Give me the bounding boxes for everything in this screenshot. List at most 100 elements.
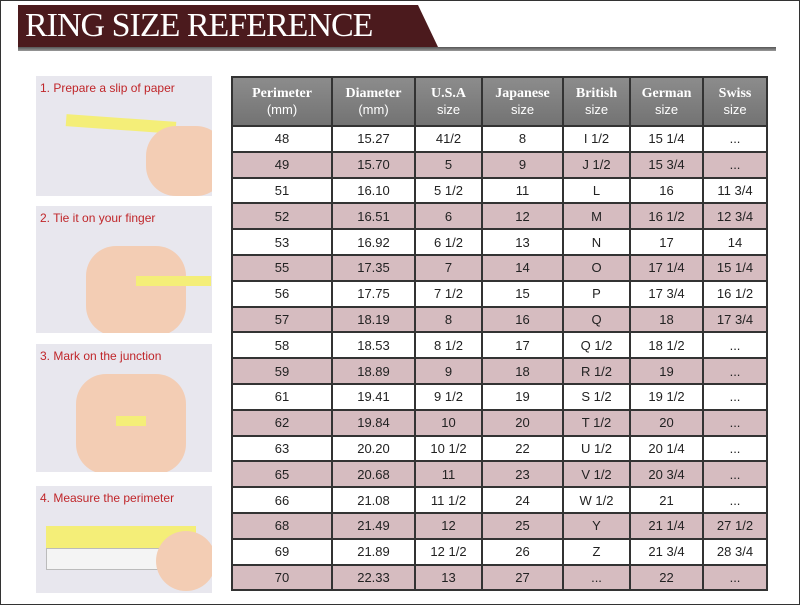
table-cell: 16 1/2	[702, 279, 768, 308]
table-cell: O	[562, 253, 631, 282]
table-cell: 27 1/2	[702, 511, 768, 540]
column-header: British size	[562, 76, 631, 127]
table-cell: 20.68	[331, 460, 416, 489]
table-cell: 15	[481, 279, 564, 308]
column-header: Perimeter (mm)	[231, 76, 333, 127]
table-cell: 18.19	[331, 305, 416, 334]
column-name: Diameter	[345, 85, 402, 101]
table-row: 66 21.08 11 1/2 24 W 1/2 21...	[231, 486, 768, 514]
table-row: 56 17.75 7 1/2 15 P 17 3/4 16 1/2	[231, 279, 768, 308]
table-cell: ...	[702, 150, 768, 179]
table-cell: 22.33	[331, 563, 416, 592]
table-cell: 21 1/4	[629, 511, 704, 540]
table-cell: ...	[702, 460, 768, 489]
table-cell: 6 1/2	[414, 228, 483, 256]
table-cell: 8	[414, 305, 483, 334]
step-3-panel: 3. Mark on the junction	[36, 344, 212, 472]
table-cell: 20.20	[331, 434, 416, 463]
table-cell: 17 3/4	[702, 305, 768, 334]
table-cell: 49	[231, 150, 333, 179]
table-cell: 21.89	[331, 537, 416, 566]
table-cell: 17 1/4	[629, 253, 704, 282]
table-cell: 69	[231, 537, 333, 566]
table-cell: 18.53	[331, 331, 416, 360]
table-row: 69 21.89 12 1/2 26 Z 21 3/4 28 3/4	[231, 537, 768, 566]
table-cell: 22	[629, 563, 704, 592]
table-cell: 21.08	[331, 486, 416, 514]
step-3-label: 3. Mark on the junction	[40, 349, 162, 363]
table-cell: 5	[414, 150, 483, 179]
table-cell: ...	[702, 563, 768, 592]
table-cell: 23	[481, 460, 564, 489]
column-unit: (mm)	[358, 101, 389, 117]
column-unit: (mm)	[266, 101, 298, 117]
table-row: 58 18.53 8 1/2 17 Q 1/2 18 1/2...	[231, 331, 768, 360]
table-row: 65 20.68 11 23 V 1/2 20 3/4...	[231, 460, 768, 489]
table-cell: 14	[481, 253, 564, 282]
table-cell: 12	[414, 511, 483, 540]
table-cell: 17 3/4	[629, 279, 704, 308]
title-divider	[18, 47, 776, 51]
table-cell: 66	[231, 486, 333, 514]
table-cell: 16.92	[331, 228, 416, 256]
column-header: German size	[629, 76, 704, 127]
table-cell: 65	[231, 460, 333, 489]
step-4-panel: 4. Measure the perimeter	[36, 486, 212, 593]
table-row: 63 20.20 10 1/2 22 U 1/2 20 1/4...	[231, 434, 768, 463]
table-cell: 11	[481, 176, 564, 205]
table-cell: 63	[231, 434, 333, 463]
table-cell: 19	[629, 357, 704, 385]
table-cell: 15 1/4	[629, 125, 704, 153]
table-row: 59 18.89 9 18 R 1/2 19...	[231, 357, 768, 385]
hand-image	[86, 246, 186, 333]
column-unit: size	[510, 101, 535, 117]
table-cell: ...	[702, 357, 768, 385]
table-row: 51 16.10 5 1/2 11 L 16 11 3/4	[231, 176, 768, 205]
table-cell: 59	[231, 357, 333, 385]
table-cell: 21 3/4	[629, 537, 704, 566]
column-name: German	[641, 85, 692, 101]
table-cell: 7	[414, 253, 483, 282]
table-cell: 12 3/4	[702, 202, 768, 231]
table-row: 48 15.27 41/2 8 I 1/2 15 1/4...	[231, 125, 768, 153]
table-cell: 6	[414, 202, 483, 231]
table-cell: 70	[231, 563, 333, 592]
table-cell: 48	[231, 125, 333, 153]
title-banner	[18, 5, 438, 47]
column-unit: size	[723, 101, 747, 117]
table-cell: Y	[562, 511, 631, 540]
table-cell: I 1/2	[562, 125, 631, 153]
table-cell: 19.84	[331, 408, 416, 437]
table-cell: 21.49	[331, 511, 416, 540]
table-cell: 12	[481, 202, 564, 231]
table-cell: Q 1/2	[562, 331, 631, 360]
table-cell: 13	[414, 563, 483, 592]
table-cell: 11 1/2	[414, 486, 483, 514]
table-cell: 15 3/4	[629, 150, 704, 179]
table-cell: R 1/2	[562, 357, 631, 385]
table-cell: ...	[702, 382, 768, 411]
table-cell: 61	[231, 382, 333, 411]
table-cell: 24	[481, 486, 564, 514]
table-cell: 20	[629, 408, 704, 437]
table-cell: 21	[629, 486, 704, 514]
column-header: U.S.A size	[414, 76, 483, 127]
table-cell: Q	[562, 305, 631, 334]
table-row: 61 19.41 9 1/2 19 S 1/2 19 1/2...	[231, 382, 768, 411]
table-cell: 16 1/2	[629, 202, 704, 231]
table-cell: 14	[702, 228, 768, 256]
table-cell: 17.75	[331, 279, 416, 308]
table-cell: 41/2	[414, 125, 483, 153]
table-cell: 26	[481, 537, 564, 566]
table-cell: 18	[629, 305, 704, 334]
table-cell: ...	[702, 434, 768, 463]
table-cell: 19 1/2	[629, 382, 704, 411]
table-row: 70 22.33 13 27... 22...	[231, 563, 768, 592]
table-cell: 25	[481, 511, 564, 540]
table-cell: 51	[231, 176, 333, 205]
table-cell: 22	[481, 434, 564, 463]
table-row: 68 21.49 12 25 Y 21 1/4 27 1/2	[231, 511, 768, 540]
table-cell: ...	[702, 486, 768, 514]
table-cell: 18	[481, 357, 564, 385]
step-2-panel: 2. Tie it on your finger	[36, 206, 212, 333]
